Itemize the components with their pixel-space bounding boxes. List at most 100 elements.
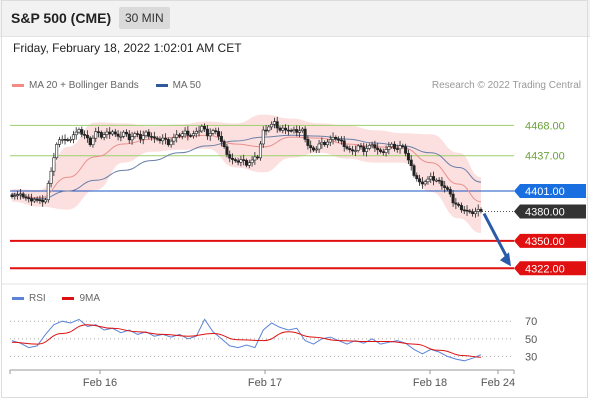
candle-body <box>420 181 424 185</box>
level-label-4322-00-box <box>514 261 586 276</box>
legend-item-ma20: MA 20 + Bollinger Bands <box>12 80 139 91</box>
candle-body <box>345 146 349 149</box>
legend-item-rsi: RSI <box>12 293 46 304</box>
candle-body <box>66 139 70 141</box>
candle-body <box>80 129 84 135</box>
candle-body <box>247 162 251 166</box>
candle-body <box>83 134 87 136</box>
level-label-4401-00: 4401.00 <box>525 186 565 198</box>
candle-body <box>334 137 338 140</box>
level-label-4322-00: 4322.00 <box>525 263 565 275</box>
level-label-4350-00-box <box>514 233 586 248</box>
candle-body <box>387 146 391 150</box>
candle-body <box>284 127 288 131</box>
candle-body <box>401 145 405 148</box>
candle-body <box>141 135 145 140</box>
legend-swatch-9ma <box>62 296 75 300</box>
candle-body <box>105 131 109 135</box>
rsi-tick-50: 50 <box>525 334 537 346</box>
candle-body <box>60 138 64 141</box>
candle-body <box>24 196 28 199</box>
candle-body <box>429 176 433 180</box>
candle-body <box>208 132 212 137</box>
candle-body <box>130 136 134 141</box>
candle-body <box>158 138 162 142</box>
candle-body <box>231 157 235 160</box>
candle-body <box>43 199 47 203</box>
candle-body <box>258 143 262 159</box>
candle-body <box>138 134 142 140</box>
candle-body <box>289 130 293 132</box>
candle-body <box>239 159 243 163</box>
x-axis: Feb 16 Feb 17 Feb 18 Feb 24 <box>9 369 515 389</box>
legend-swatch-rsi <box>12 296 24 300</box>
candle-body <box>242 159 246 161</box>
projection-arrow-shaft <box>482 212 511 262</box>
candle-body <box>381 151 385 153</box>
candle-body <box>298 130 302 133</box>
candle-body <box>71 134 75 140</box>
candle-body <box>443 185 447 188</box>
candle-body <box>272 121 276 125</box>
candle-body <box>448 189 452 195</box>
level-labels-layer: 4468.00 4437.00 4401.00 4380.00 4350.00 4322.… <box>514 120 586 276</box>
candle-body <box>281 127 285 131</box>
x-tick-label: Feb 18 <box>413 377 447 389</box>
candle-body <box>197 130 201 133</box>
candle-body <box>311 147 315 151</box>
candle-body <box>264 129 268 132</box>
legend-label-ma20: MA 20 + Bollinger Bands <box>29 80 139 91</box>
candle-body <box>459 205 463 211</box>
candle-body <box>169 140 173 146</box>
candle-body <box>339 139 343 142</box>
price-legend: MA 20 + Bollinger Bands MA 50 <box>12 80 215 91</box>
candle-body <box>351 149 355 152</box>
candle-body <box>211 130 215 134</box>
candle-body <box>468 210 472 213</box>
candle-body <box>52 157 56 172</box>
candle-body <box>253 156 257 161</box>
candle-body <box>30 198 34 202</box>
candle-body <box>462 209 466 212</box>
candle-body <box>102 134 106 138</box>
candle-body <box>13 195 17 198</box>
candle-body <box>309 145 313 149</box>
candle-body <box>348 148 352 151</box>
legend-item-9ma: 9MA <box>62 293 100 304</box>
candle-body <box>471 211 475 214</box>
candle-body <box>189 135 193 137</box>
candle-body <box>172 137 176 142</box>
candle-body <box>97 131 101 133</box>
candle-body <box>337 138 341 141</box>
candle-body <box>164 137 168 140</box>
candle-body <box>21 193 25 198</box>
candle-body <box>233 159 237 162</box>
candle-body <box>454 202 458 205</box>
legend-label-rsi: RSI <box>29 293 46 304</box>
candle-body <box>111 131 115 135</box>
candle-body <box>228 154 232 159</box>
candle-body <box>440 180 444 187</box>
candle-body <box>91 137 95 146</box>
candle-body <box>250 159 254 163</box>
candle-body <box>222 141 226 148</box>
candle-body <box>10 194 14 197</box>
level-label-4401-00-box <box>514 183 586 198</box>
candle-body <box>116 133 120 137</box>
candle-body <box>99 132 103 138</box>
candle-body <box>373 144 377 149</box>
timeframe-badge[interactable]: 30 MIN <box>119 7 170 29</box>
candle-body <box>390 143 394 148</box>
candle-body <box>69 139 73 141</box>
report-datetime: Friday, February 18, 2022 1:02:01 AM CET <box>13 41 242 55</box>
candle-body <box>147 131 151 137</box>
candle-body <box>183 130 187 134</box>
candle-body <box>300 128 304 132</box>
candle-body <box>353 150 357 152</box>
candle-body <box>404 146 408 154</box>
candle-body <box>214 130 218 132</box>
candle-body <box>166 139 170 146</box>
candle-body <box>124 131 128 135</box>
legend-swatch-ma20 <box>12 83 24 87</box>
candle-body <box>152 136 156 139</box>
